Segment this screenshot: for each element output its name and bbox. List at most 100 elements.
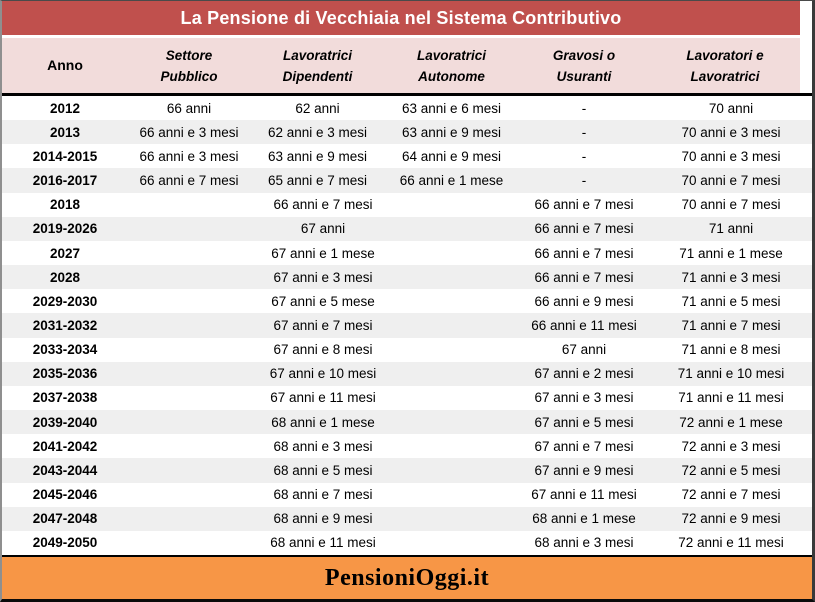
column-header-anno: Anno [2, 55, 128, 76]
cell-anno: 2013 [49, 124, 81, 140]
cell-lavoratori-lavoratrici: 72 anni e 3 mesi [681, 438, 781, 454]
cell-anno: 2047-2048 [32, 511, 98, 527]
cell-gravosi-usuranti: 66 anni e 9 mesi [534, 293, 634, 309]
cell-lavoratrici-autonome: 66 anni e 1 mese [399, 173, 504, 189]
cell-anno: 2018 [49, 197, 81, 213]
cell-anno: 2035-2036 [32, 366, 98, 382]
cell-lavoratori-lavoratrici: 71 anni e 5 mesi [681, 293, 781, 309]
cell-lavoratori-lavoratrici: 71 anni e 7 mesi [681, 317, 781, 333]
cell-lavoratori-lavoratrici: 70 anni [708, 100, 754, 116]
column-header-lavoratori-lavoratrici: Lavoratori e Lavoratrici [650, 45, 800, 87]
cell-anno: 2037-2038 [32, 390, 98, 406]
cell-merged-age: 67 anni e 10 mesi [269, 366, 377, 382]
cell-settore-pubblico: 66 anni e 3 mesi [139, 124, 239, 140]
cell-lavoratrici-dipendenti: 65 anni e 7 mesi [267, 173, 368, 189]
cell-lavoratori-lavoratrici: 71 anni e 3 mesi [681, 269, 781, 285]
cell-lavoratori-lavoratrici: 72 anni e 7 mesi [681, 487, 781, 503]
table-row: 2049-2050 68 anni e 11 mesi 68 anni e 3 me… [2, 530, 812, 555]
cell-lavoratori-lavoratrici: 72 anni e 5 mesi [681, 462, 781, 478]
cell-anno: 2043-2044 [32, 462, 98, 478]
table-row: 2018 66 anni e 7 mesi 66 anni e 7 mesi 70 a… [2, 192, 812, 217]
cell-anno: 2012 [49, 100, 81, 116]
cell-gravosi-usuranti: 67 anni e 9 mesi [534, 462, 634, 478]
table-row: 2027 67 anni e 1 mese 66 anni e 7 mesi 71 a… [2, 240, 812, 266]
cell-merged-age: 67 anni e 1 mese [271, 245, 375, 261]
cell-merged-age: 67 anni e 3 mesi [273, 269, 373, 285]
cell-gravosi-usuranti: 68 anni e 1 mese [532, 511, 636, 527]
table-row: 2019-2026 67 anni 66 anni e 7 mesi 71 anni [2, 216, 812, 241]
brand-logo-text: PensioniOggi.it [324, 564, 490, 591]
cell-gravosi-usuranti: 67 anni e 7 mesi [534, 438, 634, 454]
cell-merged-age: 68 anni e 1 mese [271, 414, 375, 430]
footer-bar: PensioniOggi.it [2, 557, 812, 599]
cell-settore-pubblico: 66 anni e 3 mesi [139, 148, 239, 164]
cell-gravosi-usuranti: 67 anni e 11 mesi [531, 487, 637, 503]
title-bar: La Pensione di Vecchiaia nel Sistema Con… [2, 1, 800, 35]
cell-anno: 2031-2032 [32, 317, 98, 333]
cell-gravosi-usuranti: 66 anni e 11 mesi [531, 317, 637, 333]
cell-merged-age: 68 anni e 5 mesi [273, 462, 373, 478]
column-header-settore-pubblico: Settore Pubblico [128, 45, 250, 87]
cell-lavoratori-lavoratrici: 70 anni e 3 mesi [681, 124, 781, 140]
cell-gravosi-usuranti: 66 anni e 7 mesi [534, 197, 634, 213]
table-row: 2039-2040 68 anni e 1 mese 67 anni e 5 mes… [2, 410, 812, 435]
cell-lavoratori-lavoratrici: 71 anni [708, 221, 754, 237]
cell-gravosi-usuranti: - [581, 100, 587, 116]
column-header-label: Pubblico [160, 68, 218, 84]
column-header-label: Autonome [418, 68, 485, 84]
cell-anno: 2016-2017 [32, 173, 98, 189]
cell-gravosi-usuranti: - [581, 173, 587, 189]
cell-lavoratori-lavoratrici: 72 anni e 1 mese [679, 414, 783, 430]
cell-gravosi-usuranti: - [581, 124, 587, 140]
cell-gravosi-usuranti: 67 anni e 2 mesi [534, 366, 634, 382]
table-row: 2037-2038 67 anni e 11 mesi 67 anni e 3 me… [2, 385, 812, 411]
table-row: 2031-2032 67 anni e 7 mesi 66 anni e 11 me… [2, 313, 812, 338]
cell-lavoratrici-autonome: 63 anni e 6 mesi [401, 100, 502, 116]
column-header-label: Lavoratrici [416, 47, 487, 63]
cell-gravosi-usuranti: 67 anni e 3 mesi [534, 390, 634, 406]
cell-lavoratrici-autonome: 63 anni e 9 mesi [401, 124, 502, 140]
cell-lavoratori-lavoratrici: 72 anni e 11 mesi [678, 535, 784, 551]
table-body: 2012 66 anni 62 anni 63 anni e 6 mesi - 70 an… [2, 96, 812, 555]
cell-anno: 2041-2042 [32, 438, 98, 454]
column-header-label: Lavoratrici [690, 68, 760, 84]
column-header-label: Anno [47, 57, 83, 73]
table-row: 2028 67 anni e 3 mesi 66 anni e 7 mesi 71 a… [2, 265, 812, 290]
cell-merged-age: 67 anni e 11 mesi [270, 390, 376, 406]
cell-anno: 2039-2040 [32, 414, 98, 430]
column-header-label: Gravosi o [552, 47, 616, 63]
cell-anno: 2028 [49, 269, 81, 285]
column-header-label: Settore [165, 47, 213, 63]
cell-lavoratrici-autonome: 64 anni e 9 mesi [401, 148, 502, 164]
divider [2, 93, 812, 96]
cell-anno: 2045-2046 [32, 487, 98, 503]
cell-lavoratori-lavoratrici: 71 anni e 11 mesi [678, 390, 784, 406]
table-row: 2014-2015 66 anni e 3 mesi 63 anni e 9 mes… [2, 144, 812, 169]
divider [2, 35, 812, 38]
table-row: 2047-2048 68 anni e 9 mesi 68 anni e 1 mes… [2, 506, 812, 531]
column-header-label: Dipendenti [282, 68, 353, 84]
table-row: 2033-2034 67 anni e 8 mesi 67 anni 71 anni … [2, 337, 812, 362]
cell-gravosi-usuranti: 67 anni e 5 mesi [534, 414, 634, 430]
table-row: 2029-2030 67 anni e 5 mese 66 anni e 9 mes… [2, 289, 812, 314]
cell-anno: 2033-2034 [32, 342, 98, 358]
table-row: 2016-2017 66 anni e 7 mesi 65 anni e 7 mes… [2, 168, 812, 193]
table-row: 2012 66 anni 62 anni 63 anni e 6 mesi - 70 an… [2, 96, 812, 121]
cell-lavoratori-lavoratrici: 71 anni e 10 mesi [677, 366, 785, 382]
cell-lavoratrici-dipendenti: 62 anni [295, 100, 340, 116]
column-header-label: Usuranti [556, 68, 612, 84]
cell-merged-age: 67 anni e 7 mesi [273, 317, 373, 333]
cell-merged-age: 68 anni e 9 mesi [273, 511, 373, 527]
cell-merged-age: 67 anni e 8 mesi [273, 342, 373, 358]
column-header-label: Lavoratori e [686, 47, 764, 63]
divider [2, 555, 812, 557]
column-header-lavoratrici-dipendenti: Lavoratrici Dipendenti [250, 45, 385, 87]
cell-settore-pubblico: 66 anni [166, 100, 212, 116]
page-title: La Pensione di Vecchiaia nel Sistema Con… [180, 7, 622, 28]
column-header-gravosi-usuranti: Gravosi o Usuranti [518, 45, 650, 87]
cell-gravosi-usuranti: 66 anni e 7 mesi [534, 245, 634, 261]
cell-gravosi-usuranti: 68 anni e 3 mesi [534, 535, 634, 551]
cell-gravosi-usuranti: 66 anni e 7 mesi [534, 221, 634, 237]
cell-anno: 2027 [49, 245, 81, 261]
